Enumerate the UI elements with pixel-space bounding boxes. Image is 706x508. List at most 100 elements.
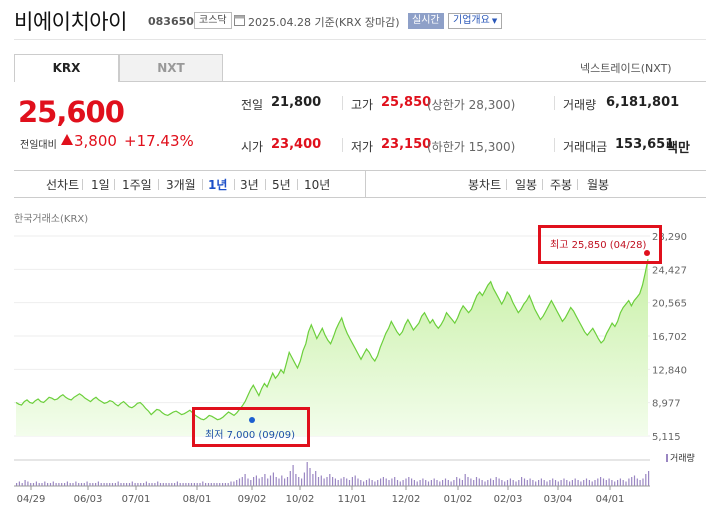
volume-bar	[326, 477, 328, 486]
period-monthly[interactable]: 월봉	[587, 178, 610, 192]
volume-bar	[594, 480, 596, 486]
volume-bar	[560, 480, 562, 486]
volume-bar	[207, 483, 210, 486]
volume-bar	[611, 480, 613, 486]
volume-bar	[230, 481, 232, 486]
volume-bar	[628, 478, 630, 486]
period-3y[interactable]: 3년	[240, 178, 259, 192]
volume-bar	[151, 483, 153, 486]
amount-label: 거래대금	[563, 140, 608, 154]
tab-krx[interactable]: KRX	[14, 54, 119, 82]
volume-bar	[374, 481, 376, 486]
volume-bar	[176, 481, 178, 486]
volume-bar	[614, 481, 616, 486]
volume-bar	[320, 475, 322, 486]
volume-bar	[193, 483, 195, 486]
volume-bar	[447, 480, 449, 486]
period-weekly[interactable]: 주봉	[550, 178, 573, 192]
y-tick-label: 12,840	[652, 365, 687, 376]
volume-bar	[323, 478, 325, 486]
volume-bar	[433, 478, 435, 486]
calendar-icon	[234, 15, 245, 26]
volume-bar	[289, 471, 291, 486]
volume-bar	[484, 481, 486, 486]
volume-bar	[396, 480, 399, 486]
volume-bar	[642, 478, 644, 486]
volume-bar	[515, 481, 517, 486]
volume-bar	[64, 483, 66, 486]
x-tick-label: 08/01	[183, 494, 212, 505]
low-value: 23,150	[381, 137, 432, 152]
volume-bar	[495, 477, 497, 486]
volume-bar	[444, 478, 447, 486]
period-10y[interactable]: 10년	[304, 178, 331, 192]
volume-bar	[478, 478, 480, 486]
price-chart[interactable]: 5,115 8,977 12,840 16,702 20,565 24,427 28,290…	[0, 228, 706, 508]
volume-bar	[648, 471, 650, 486]
volume-bar	[351, 477, 353, 486]
high-marker	[644, 250, 650, 256]
volume-bar	[470, 478, 472, 486]
volume-bar	[27, 481, 29, 486]
volume-bar	[159, 483, 162, 486]
volume-bar	[269, 475, 272, 486]
change-rate: +17.43%	[124, 132, 194, 150]
y-axis: 5,115 8,977 12,840 16,702 20,565 24,427 28,290	[652, 232, 687, 443]
volume-bar	[442, 480, 444, 486]
divider	[114, 179, 115, 190]
x-tick-label: 12/02	[392, 494, 421, 505]
volume-bar	[639, 480, 641, 486]
volume-bar	[199, 483, 201, 486]
volume-bar	[622, 480, 624, 486]
volume-bar	[244, 474, 246, 486]
volume-bar	[518, 480, 520, 486]
volume-bar	[301, 478, 303, 486]
period-3m[interactable]: 3개월	[166, 178, 196, 192]
volume-bar	[238, 478, 241, 486]
volume-bar	[597, 478, 599, 486]
x-tick-label: 03/04	[544, 494, 573, 505]
y-tick-label: 8,977	[652, 399, 681, 410]
volume-bar	[21, 483, 23, 486]
volume-bar	[334, 478, 336, 486]
period-daily[interactable]: 일봉	[515, 178, 538, 192]
divider	[297, 179, 298, 190]
open-label: 시가	[241, 140, 264, 154]
divider	[342, 96, 343, 110]
volume-bar	[278, 478, 280, 486]
volume-bar	[340, 478, 342, 486]
volume-bar	[554, 480, 557, 486]
x-tick-label: 11/01	[338, 494, 367, 505]
realtime-button[interactable]: 실시간	[408, 13, 444, 29]
volume-bar	[205, 483, 207, 486]
stock-code: 083650	[148, 15, 194, 28]
high-annotation-box	[538, 225, 662, 264]
volume-bar	[523, 478, 526, 486]
period-1y[interactable]: 1년	[208, 178, 228, 192]
low-marker	[249, 417, 255, 423]
prev-close-label: 전일	[241, 98, 264, 112]
volume-bar	[49, 483, 52, 486]
volume-bar	[617, 480, 619, 486]
volume-bar	[309, 468, 311, 486]
volume-bar	[55, 483, 57, 486]
volume-bar	[131, 481, 133, 486]
period-1d[interactable]: 1일	[91, 178, 110, 192]
period-1w[interactable]: 1주일	[122, 178, 152, 192]
period-5y[interactable]: 5년	[272, 178, 291, 192]
volume-bar	[286, 477, 289, 486]
volume-bar	[95, 483, 97, 486]
divider	[542, 179, 543, 190]
volume-bar	[83, 483, 85, 486]
volume-bar	[134, 483, 136, 486]
volume-bar	[255, 475, 257, 486]
nxt-link[interactable]: 넥스트레이드(NXT)	[580, 62, 672, 75]
divider	[265, 179, 266, 190]
low-annotation: 최저 7,000 (09/09)	[205, 430, 296, 441]
volume-bar	[422, 478, 424, 486]
volume-label: 거래량	[563, 98, 597, 112]
volume-bar	[69, 483, 71, 486]
volume-bar	[430, 480, 432, 486]
tab-nxt[interactable]: NXT	[119, 54, 223, 82]
company-overview-button[interactable]: 기업개요 ▼	[448, 13, 503, 29]
